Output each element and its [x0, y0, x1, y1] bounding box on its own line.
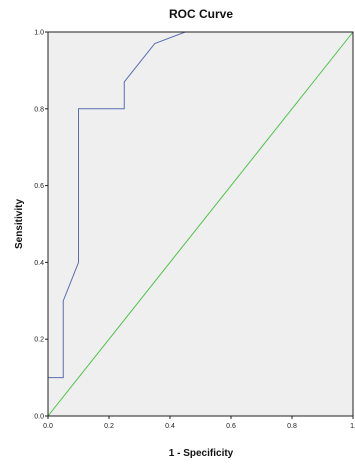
reference-diagonal-line: [47, 31, 354, 417]
ticks-layer: 0.0 0.2 0.4 0.6 0.8 1. 0.0 0.2 0.4 0.6 0.8 1.0: [34, 30, 355, 431]
y-tick-label: 0.4: [34, 260, 44, 267]
x-axis-label: 1 - Specificity: [169, 448, 234, 459]
x-tick-label: 0.2: [104, 423, 114, 430]
y-axis-label: Sensitivity: [14, 199, 25, 249]
chart-title: ROC Curve: [169, 7, 233, 21]
x-tick-label: 1.: [350, 423, 355, 430]
y-tick-label: 0.6: [34, 183, 44, 190]
plot-frame: [47, 31, 354, 417]
y-tick-label: 1.0: [34, 30, 44, 37]
y-tick-label: 0.0: [34, 414, 44, 421]
series-layer: [47, 31, 354, 417]
x-tick-label: 0.8: [287, 423, 297, 430]
x-tick-label: 0.6: [226, 423, 236, 430]
y-tick-label: 0.2: [34, 337, 44, 344]
y-tick-label: 0.8: [34, 106, 44, 113]
x-tick-label: 0.4: [165, 423, 175, 430]
roc-curve-line: [47, 31, 353, 416]
x-tick-label: 0.0: [43, 423, 53, 430]
